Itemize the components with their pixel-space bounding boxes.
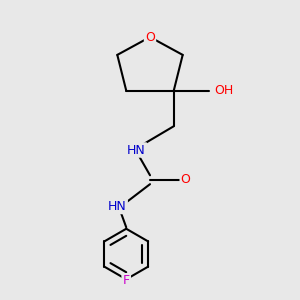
Text: HN: HN [127, 143, 146, 157]
Text: HN: HN [108, 200, 127, 213]
Text: OH: OH [214, 84, 233, 97]
Text: O: O [181, 173, 190, 186]
Text: O: O [145, 31, 155, 44]
Text: F: F [123, 274, 130, 287]
